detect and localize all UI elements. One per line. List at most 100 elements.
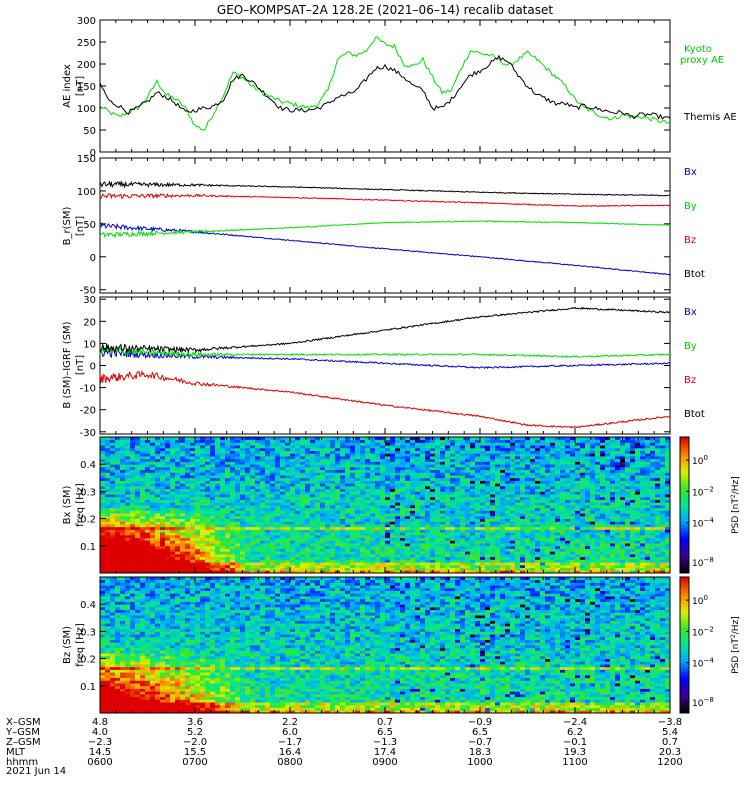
bx-spec-cell: [345, 483, 351, 487]
bx-spec-cell: [480, 534, 486, 539]
bx-spec-cell: [480, 559, 486, 563]
bx-spec-cell: [130, 496, 136, 500]
bx-spec-cell: [340, 548, 346, 552]
bx-spec-cell: [165, 445, 171, 449]
bx-spec-cell: [140, 521, 146, 525]
bx-spec-cell: [485, 502, 491, 506]
bx-spec-cell: [210, 526, 216, 530]
bx-spec-cell: [220, 559, 226, 563]
bx-spec-cell: [460, 518, 466, 522]
bx-spec-cell: [225, 442, 231, 446]
bx-spec-cell: [420, 534, 426, 539]
bx-spec-cell: [330, 494, 336, 498]
bx-spec-cell: [450, 510, 456, 514]
bx-spec-cell: [455, 543, 461, 547]
bx-spec-cell: [210, 521, 216, 525]
bx-spec-cell: [540, 450, 546, 454]
bx-spec-cell: [560, 469, 566, 473]
bx-spec-cell: [420, 450, 426, 454]
bx-spec-cell: [440, 445, 446, 449]
bx-spec-cell: [100, 437, 106, 441]
bx-spec-cell: [505, 477, 511, 481]
bx-spec-cell: [115, 545, 121, 549]
bx-spec-cell: [550, 513, 556, 517]
bx-spec-cell: [135, 526, 141, 530]
bx-spec-cell: [540, 485, 546, 490]
bx-spec-cell: [340, 464, 346, 468]
bx-spec-cell: [375, 472, 381, 476]
bx-spec-cell: [180, 529, 186, 533]
bx-spec-cell: [270, 494, 276, 498]
bx-spec-cell: [140, 556, 146, 560]
bx-spec-cell: [110, 437, 116, 441]
bx-spec-cell: [220, 461, 226, 465]
bx-spec-cell: [290, 553, 296, 558]
bx-spec-cell: [355, 453, 361, 457]
bx-spec-cell: [185, 564, 191, 568]
bx-spec-cell: [365, 507, 371, 511]
bx-spec-cell: [350, 545, 356, 549]
bx-spec-cell: [150, 532, 156, 536]
bx-spec-cell: [145, 543, 151, 547]
bx-spec-cell: [510, 540, 516, 544]
bx-spec-cell: [275, 513, 281, 517]
bx-spec-cell: [145, 483, 151, 487]
bx-spec-cell: [525, 477, 531, 481]
bx-spec-cell: [135, 469, 141, 473]
bx-spec-cell: [465, 456, 471, 460]
bx-spec-cell: [535, 450, 541, 454]
bx-spec-cell: [205, 480, 211, 484]
bx-spec-cell: [200, 461, 206, 465]
bx-spec-cell: [520, 526, 526, 530]
bx-spec-cell: [305, 532, 311, 536]
bx-spec-cell: [325, 483, 331, 487]
bx-spec-cell: [305, 475, 311, 479]
bx-spec-cell: [535, 534, 541, 539]
bx-spec-cell: [415, 564, 421, 568]
bx-spec-cell: [440, 469, 446, 473]
bx-spec-cell: [560, 548, 566, 552]
bx-spec-cell: [110, 453, 116, 457]
bx-spec-cell: [395, 532, 401, 536]
bx-spec-cell: [120, 456, 126, 460]
bx-spec-cell: [190, 515, 196, 519]
bx-spec-cell: [135, 515, 141, 519]
bx-spec-cell: [310, 548, 316, 552]
bx-spec-cell: [360, 521, 366, 525]
bx-spec-cell: [500, 567, 506, 571]
bx-spec-cell: [495, 570, 501, 574]
bx-spec-cell: [265, 564, 271, 568]
bx-spec-cell: [295, 453, 301, 457]
bx-spec-cell: [100, 515, 106, 519]
bx-spec-cell: [265, 480, 271, 484]
bx-spec-cell: [360, 540, 366, 544]
bx-spec-cell: [410, 537, 416, 541]
bx-spec-cell: [330, 556, 336, 560]
bx-spec-cell: [165, 510, 171, 514]
bx-spec-cell: [385, 496, 391, 500]
bx-spec-cell: [500, 553, 506, 558]
bx-spec-cell: [165, 521, 171, 525]
bx-spec-cell: [450, 491, 456, 495]
bx-spec-cell: [320, 488, 326, 492]
bx-spec-cell: [165, 537, 171, 541]
bx-spec-cell: [200, 494, 206, 498]
bx-spec-cell: [100, 507, 106, 511]
bx-spec-cell: [200, 548, 206, 552]
bx-spec-cell: [160, 570, 166, 574]
bx-spec-cell: [345, 551, 351, 555]
bx-spec-cell: [290, 507, 296, 511]
bx-spec-cell: [455, 439, 461, 443]
bx-spec-cell: [125, 564, 131, 568]
bx-spec-cell: [290, 483, 296, 487]
bx-spec-cell: [520, 540, 526, 544]
bx-spec-cell: [535, 461, 541, 465]
bx-spec-cell: [255, 521, 261, 525]
bx-spec-cell: [420, 466, 426, 471]
bx-spec-cell: [425, 458, 431, 462]
bx-spec-cell: [515, 456, 521, 460]
bx-spec-cell: [250, 537, 256, 541]
bx-spec-cell: [480, 564, 486, 568]
bx-spec-cell: [445, 483, 451, 487]
bx-spec-cell: [480, 556, 486, 560]
